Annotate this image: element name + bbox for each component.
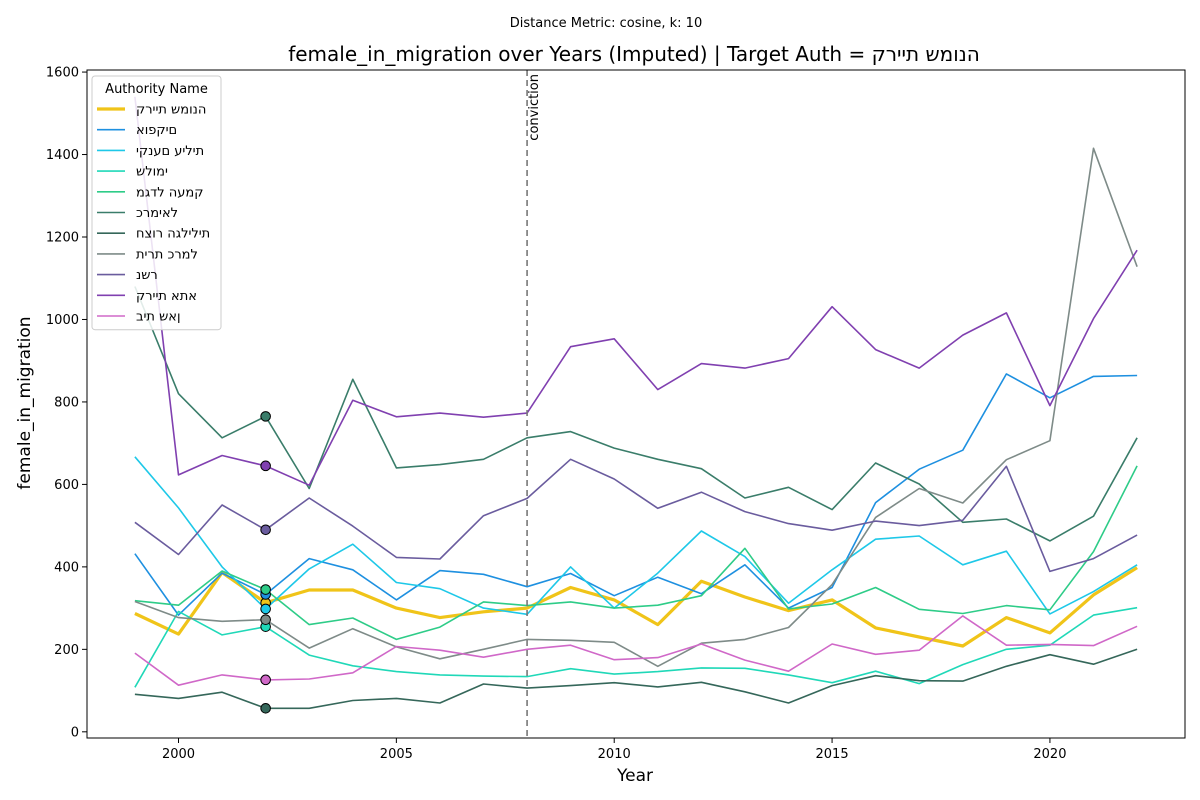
chart-suptitle: Distance Metric: cosine, k: 10 xyxy=(510,16,702,31)
annotation-label: conviction xyxy=(527,74,542,141)
x-tick-label-2000: 2000 xyxy=(162,747,195,762)
series-group xyxy=(134,96,1138,710)
series-line-1 xyxy=(134,373,1138,616)
y-tick-label-1000: 1000 xyxy=(46,313,79,328)
series-line-2 xyxy=(134,456,1138,616)
legend-label-4: קמעה לדגמ xyxy=(136,185,204,200)
imputed-point-10 xyxy=(260,674,271,686)
series-line-0 xyxy=(134,566,1138,648)
legend-label-6: תילילגה רוצח xyxy=(136,227,210,242)
x-tick-label-2015: 2015 xyxy=(816,747,849,762)
legend-label-5: לאימרכ xyxy=(136,206,178,221)
legend-title: Authority Name xyxy=(105,82,208,97)
legend-label-1: םיקפוא xyxy=(136,123,177,138)
imputed-point-4 xyxy=(260,584,271,595)
legend-label-0: הנומש תיירק xyxy=(136,103,206,118)
legend: Authority Name הנומש תיירק םיקפוא תיליע םענ… xyxy=(91,75,222,331)
imputed-point-9 xyxy=(260,460,271,472)
y-tick-label-1400: 1400 xyxy=(46,148,79,163)
y-tick-label-600: 600 xyxy=(54,478,79,493)
legend-box xyxy=(91,75,222,331)
series-line-9 xyxy=(134,96,1138,487)
imputed-point-5 xyxy=(260,411,271,422)
x-tick-label-2020: 2020 xyxy=(1033,747,1066,762)
y-tick-label-200: 200 xyxy=(54,643,79,658)
imputed-point-7 xyxy=(260,614,271,625)
legend-label-2: תיליע םענקי xyxy=(136,144,204,159)
plot-area: conviction xyxy=(134,70,1138,738)
x-tick-label-2005: 2005 xyxy=(380,747,413,762)
y-tick-label-0: 0 xyxy=(71,725,79,740)
series-line-5 xyxy=(134,286,1138,542)
imputed-point-6 xyxy=(260,703,271,714)
legend-label-10: ןאש תיב xyxy=(136,310,181,325)
series-line-10 xyxy=(134,615,1138,687)
y-axis-label: female_in_migration xyxy=(15,316,35,489)
x-axis-label: Year xyxy=(616,766,653,786)
y-tick-label-400: 400 xyxy=(54,560,79,575)
x-tick-label-2010: 2010 xyxy=(598,747,631,762)
series-line-4 xyxy=(134,465,1138,641)
y-tick-label-800: 800 xyxy=(54,395,79,410)
legend-label-3: ימולש xyxy=(136,165,168,180)
legend-label-8: רשנ xyxy=(136,268,158,283)
legend-label-7: למרכ תרית xyxy=(136,247,198,262)
series-line-7 xyxy=(134,147,1138,668)
y-tick-label-1600: 1600 xyxy=(46,66,79,81)
axes: 2000 2005 2010 2015 2020 0 200 400 600 800 1000 120… xyxy=(46,66,1186,762)
plot-frame xyxy=(86,69,1186,739)
series-line-6 xyxy=(134,648,1138,710)
imputed-point-2 xyxy=(260,603,271,615)
series-line-3 xyxy=(134,606,1138,688)
legend-label-9: אתא תיירק xyxy=(136,289,197,304)
chart-title: female_in_migration over Years (Imputed)… xyxy=(288,42,980,66)
y-tick-label-1200: 1200 xyxy=(46,231,79,246)
imputed-point-8 xyxy=(260,524,271,536)
series-line-8 xyxy=(134,458,1138,573)
